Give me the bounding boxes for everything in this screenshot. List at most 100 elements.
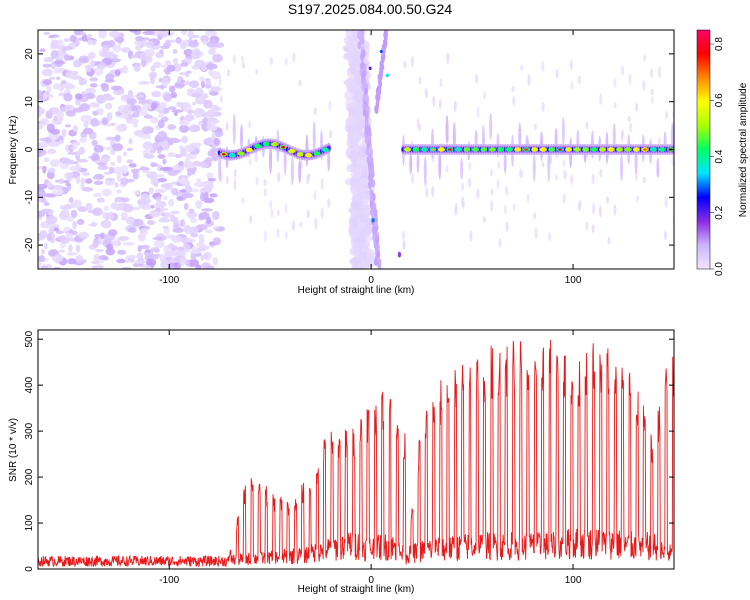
spectrogram-cell [120, 165, 129, 175]
spectrogram-cell [327, 150, 331, 172]
spectrogram-cell [102, 211, 107, 219]
spectrogram-cell [80, 114, 92, 123]
spectrogram-cell [541, 60, 545, 72]
spectrogram-cell [116, 258, 126, 264]
spectrogram-cell [671, 155, 674, 167]
spectrogram-cell [122, 203, 134, 213]
spectrogram-cell [128, 138, 133, 145]
spectrogram-cell [79, 57, 89, 64]
spectrogram-cell [101, 117, 109, 125]
spectrogram-cell [105, 73, 115, 82]
spectrogram-cell [171, 235, 183, 243]
spectrogram-cell [98, 30, 107, 39]
spectrogram-cell [178, 119, 191, 126]
spectrogram-cell [180, 62, 189, 67]
spectrogram-cell [78, 231, 90, 239]
spectrogram-cell [368, 153, 372, 162]
spectrogram-cell [209, 90, 219, 96]
spectrogram-cell [296, 152, 304, 157]
spectrogram-cell [358, 30, 363, 39]
spectrogram-cell [562, 193, 566, 204]
spectrogram-cell [203, 251, 213, 261]
spectrogram-cell [73, 60, 81, 68]
spectrogram-cell [89, 101, 98, 108]
spectrogram-cell [114, 198, 123, 203]
spectrogram-cell [132, 171, 139, 180]
spectrogram-cell [174, 153, 183, 159]
spectrogram-cell [59, 106, 67, 112]
spectrogram-cell [79, 31, 87, 36]
spectrogram-cell [125, 216, 135, 225]
spectrogram-cell [160, 212, 166, 217]
spectrogram-cell [56, 110, 65, 119]
spectrogram-cell [184, 144, 196, 153]
spectrogram-cell [128, 118, 139, 125]
spectrogram-cell [43, 157, 50, 163]
spectrogram-cell [50, 39, 59, 49]
spectrogram-cell [49, 226, 55, 230]
spectrogram-cell [69, 165, 77, 172]
spectrogram-cell [204, 157, 213, 165]
spectrogram-cell [142, 30, 155, 36]
spectrogram-cell [599, 93, 603, 105]
spectrogram-cell [48, 34, 55, 39]
spectrogram-cell [160, 183, 170, 189]
spectrogram-cell [288, 148, 296, 154]
spectrogram-cell [276, 227, 280, 239]
spectrogram-cell [665, 111, 669, 120]
spectrogram-cell [228, 153, 236, 158]
spectrogram-cell [219, 94, 223, 104]
spectrogram-cell [159, 167, 171, 172]
spectrogram-cell [206, 172, 214, 179]
spectrogram-cell [70, 202, 77, 209]
spectrogram-cell [115, 124, 126, 132]
spectrogram-cell [211, 71, 221, 80]
spectrogram-cell [563, 170, 567, 180]
spectrogram-cell [155, 107, 164, 113]
spectrogram-cell [87, 39, 93, 46]
spectrogram-cell [115, 37, 125, 43]
spectrogram-cell [116, 173, 122, 182]
spectrogram-cell [292, 220, 296, 227]
x-tick-label: 100 [565, 575, 582, 586]
snr-x-axis: -100 0 100 [159, 330, 582, 586]
spectrogram-cell [412, 147, 420, 152]
spectrogram-cell [276, 209, 280, 216]
spectrogram-cell [281, 145, 285, 149]
spectrogram-cell [127, 255, 137, 259]
spectrogram-cell [53, 115, 58, 122]
spectrogram-cell [582, 147, 590, 152]
spectrogram-cell [322, 147, 330, 152]
spectrogram-cell [98, 49, 110, 58]
spectrogram-cell [372, 226, 377, 235]
spectrogram-cell [97, 162, 108, 166]
spectrogram-cell [497, 147, 505, 152]
spectrogram-cell [51, 185, 64, 190]
spectrogram-cell [134, 40, 142, 46]
spectrogram-cell [635, 102, 639, 112]
spectrogram-cell [50, 50, 59, 59]
spectrogram-cell [184, 114, 195, 122]
spectrogram-cell [262, 141, 270, 147]
spectrogram-cell [155, 85, 167, 89]
spectrogram-cell [534, 227, 538, 240]
spectrogram-cell [188, 40, 200, 48]
spectrogram-cell [47, 234, 52, 242]
spectrogram-cell [650, 96, 654, 104]
spectrogram-cell [163, 196, 168, 201]
spectrogram-cell [627, 116, 631, 123]
spectrogram-cell [95, 95, 108, 103]
spectrogram-cell [179, 257, 185, 267]
spectrogram-cell [207, 177, 217, 182]
spectrogram-cell [349, 182, 364, 197]
spectrogram-cell [151, 256, 159, 260]
spectrogram-cell [656, 157, 660, 177]
spectrogram-cell [63, 179, 70, 184]
spectrogram-cell [67, 258, 77, 265]
spectrogram-cell [313, 190, 317, 201]
spectrogram-cell [418, 76, 422, 85]
spectrogram-cell [211, 210, 220, 220]
spectrogram-cell [503, 151, 507, 174]
spectrogram-cell [89, 77, 99, 82]
spectrogram-cell [233, 178, 237, 190]
